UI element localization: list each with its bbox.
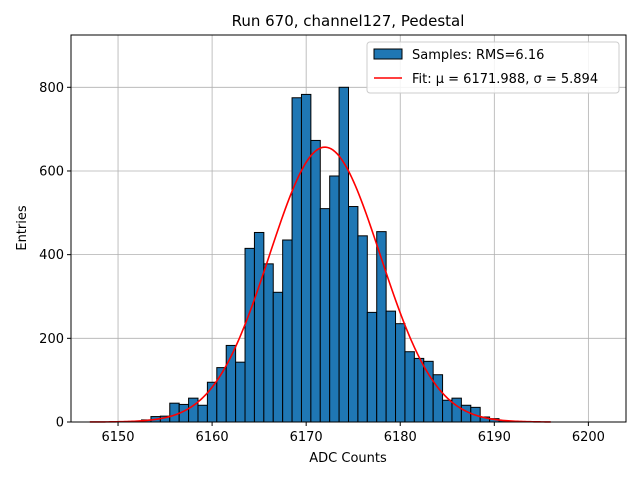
histogram-bar	[188, 397, 199, 423]
histogram-bar	[442, 399, 453, 423]
histogram-bar	[291, 97, 302, 423]
histogram-bar	[310, 139, 321, 423]
legend-box	[366, 41, 620, 94]
x-axis-ticks: 6150 6160 6170 6180 6190 6200	[101, 422, 605, 445]
histogram-bar	[197, 404, 208, 423]
histogram-bar	[348, 206, 359, 423]
legend: Samples: RMS=6.16 Fit: μ = 6171.988, σ =…	[366, 41, 620, 94]
histogram-bar	[235, 361, 246, 423]
chart-title: Run 670, channel127, Pedestal	[232, 12, 465, 30]
legend-label-samples: Samples: RMS=6.16	[412, 48, 544, 63]
histogram-bar	[329, 175, 340, 423]
histogram-bar	[253, 231, 265, 423]
histogram-bar	[385, 310, 397, 423]
legend-swatch-samples	[373, 48, 403, 60]
y-tick-label: 200	[39, 332, 64, 347]
fit-curve-layer	[89, 146, 551, 423]
histogram-bar	[300, 93, 312, 423]
x-tick-label: 6160	[196, 430, 229, 445]
y-tick-label: 600	[39, 164, 64, 179]
histogram-bar	[366, 311, 378, 423]
histogram-bar	[263, 263, 274, 423]
histogram-bar	[282, 239, 293, 423]
fit-curve	[89, 146, 551, 423]
histogram-bar	[319, 208, 331, 423]
x-tick-label: 6150	[101, 430, 134, 445]
histogram-bar	[413, 357, 425, 423]
y-tick-label: 400	[39, 248, 64, 263]
histogram-bars	[131, 86, 538, 423]
histogram-bar	[395, 323, 406, 423]
y-axis-label: Entries	[15, 205, 30, 251]
histogram-bar	[357, 235, 368, 423]
x-tick-label: 6190	[478, 430, 511, 445]
x-tick-label: 6200	[572, 430, 605, 445]
legend-label-fit: Fit: μ = 6171.988, σ = 5.894	[412, 72, 598, 87]
x-tick-label: 6170	[290, 430, 323, 445]
histogram-bar	[216, 367, 227, 423]
histogram-bar	[338, 86, 350, 423]
x-tick-label: 6180	[384, 430, 417, 445]
histogram-bar	[272, 291, 284, 423]
histogram-bar	[451, 397, 462, 423]
histogram-bar	[169, 402, 180, 423]
histogram-bar	[423, 360, 434, 423]
histogram-bar	[404, 351, 415, 423]
histogram-bar	[244, 247, 255, 423]
y-axis-ticks: 0 200 400 600 800	[39, 81, 71, 431]
y-tick-label: 0	[56, 416, 64, 431]
plot-frame	[70, 34, 627, 423]
x-axis-label: ADC Counts	[309, 451, 387, 466]
y-tick-label: 800	[39, 81, 64, 96]
